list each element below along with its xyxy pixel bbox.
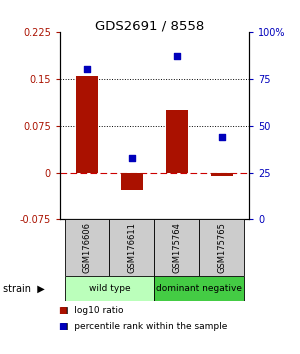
Point [85,67,89,72]
Bar [64,276,154,301]
Text: GSM175764: GSM175764 [172,222,182,273]
Text: ■  percentile rank within the sample: ■ percentile rank within the sample [60,322,227,331]
Text: GSM176611: GSM176611 [128,222,136,273]
Bar [200,219,244,276]
Bar [211,172,233,176]
Text: ■  log10 ratio: ■ log10 ratio [60,306,124,315]
Point [220,134,224,140]
Text: ■: ■ [58,306,67,315]
Bar [121,172,143,190]
Bar [154,219,200,276]
Text: wild type: wild type [89,284,130,293]
Bar [166,110,188,172]
Point [130,155,134,160]
Bar [154,276,244,301]
Bar [110,219,154,276]
Text: ■: ■ [58,322,67,331]
Text: GSM175765: GSM175765 [218,222,226,273]
Text: strain  ▶: strain ▶ [3,284,45,293]
Text: GDS2691 / 8558: GDS2691 / 8558 [95,19,205,33]
Text: GSM176606: GSM176606 [82,222,91,273]
Bar [64,219,110,276]
Text: dominant negative: dominant negative [157,284,242,293]
Point [175,53,179,59]
Bar [76,76,98,172]
